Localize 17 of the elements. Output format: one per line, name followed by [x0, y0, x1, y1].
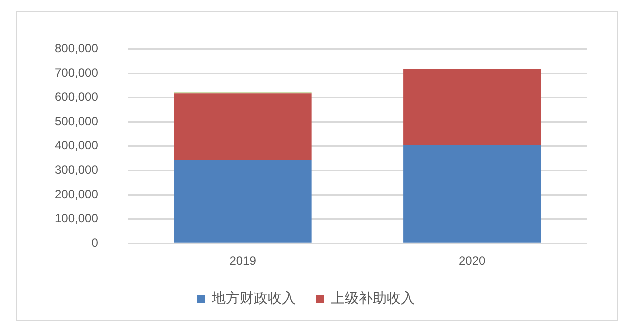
y-tick-label: 100,000: [54, 212, 99, 226]
y-tick-label: 0: [92, 236, 99, 250]
y-tick-label: 800,000: [54, 42, 99, 56]
y-tick-label: 600,000: [54, 90, 99, 104]
y-tick-label: 200,000: [54, 187, 99, 202]
y-tick-label: 400,000: [54, 138, 99, 153]
bar: [174, 160, 312, 243]
legend-label: 地方财政收入: [211, 290, 296, 306]
y-tick-label: 300,000: [54, 163, 99, 178]
bar: [174, 94, 312, 160]
bar: [404, 144, 542, 243]
x-tick-label: 2019: [230, 254, 257, 268]
y-tick-label: 500,000: [54, 114, 99, 128]
bar: [404, 69, 542, 145]
x-tick-label: 2020: [458, 254, 486, 268]
y-tick-label: 700,000: [54, 66, 99, 80]
legend-label: 上级补助收入: [331, 290, 415, 306]
